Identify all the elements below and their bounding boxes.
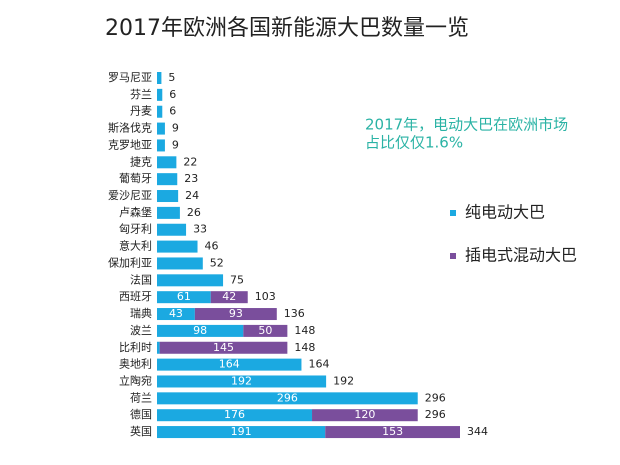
category-label: 葡萄牙: [119, 172, 152, 185]
category-label: 西班牙: [119, 290, 152, 303]
value-label: 61: [177, 290, 191, 303]
bar-segment: [157, 409, 313, 422]
bar-segment: [157, 274, 224, 287]
category-label: 立陶宛: [119, 373, 152, 387]
bar-segment: [157, 240, 198, 253]
category-label: 保加利亚: [108, 255, 152, 269]
bar-segment: [157, 426, 326, 439]
total-label: 192: [333, 374, 354, 387]
category-label: 荷兰: [130, 391, 152, 404]
legend-label: 插电式混动大巴: [465, 246, 577, 265]
bar-segment: [157, 72, 162, 84]
category-label: 波兰: [130, 324, 152, 337]
bar-segment: [157, 358, 302, 371]
bar-segment: [157, 206, 180, 219]
value-label: 43: [169, 307, 183, 320]
value-label: 42: [222, 290, 236, 303]
total-label: 23: [184, 172, 198, 185]
bar-segment: [159, 341, 288, 354]
value-label: 120: [354, 408, 375, 421]
bar-segment: [194, 308, 277, 321]
total-label: 75: [230, 273, 244, 286]
total-label: 296: [425, 391, 446, 404]
legend-marker: [450, 210, 456, 216]
value-label: 176: [224, 408, 245, 421]
category-label: 克罗地亚: [108, 138, 152, 151]
bar-segment: [157, 375, 327, 388]
total-label: 26: [187, 206, 201, 219]
category-label: 法国: [130, 272, 152, 286]
value-label: 164: [219, 358, 240, 371]
total-label: 5: [168, 71, 175, 84]
bar-segment: [157, 257, 203, 270]
category-label: 比利时: [119, 341, 152, 354]
category-label: 芬兰: [130, 88, 152, 101]
bar-segment: [157, 173, 178, 186]
total-label: 46: [205, 240, 219, 253]
category-label: 瑞典: [130, 306, 152, 320]
total-label: 6: [169, 88, 176, 101]
value-label: 296: [277, 391, 298, 404]
total-label: 344: [467, 425, 488, 438]
bar-segment: [157, 324, 244, 337]
annotation: 占比仅仅1.6%: [365, 134, 463, 152]
bar-segment: [157, 308, 195, 321]
total-label: 296: [425, 408, 446, 421]
bar-segment: [157, 139, 165, 152]
bar-segment: [157, 341, 160, 354]
bar-segment: [157, 88, 163, 101]
category-label: 斯洛伐克: [108, 121, 152, 135]
total-label: 24: [185, 189, 199, 202]
category-label: 卢森堡: [119, 205, 152, 219]
category-label: 英国: [130, 424, 152, 438]
bar-segment: [157, 223, 187, 236]
category-label: 罗马尼亚: [108, 71, 152, 84]
bar-segment: [243, 324, 288, 337]
value-label: 191: [231, 425, 252, 438]
value-label: 145: [213, 341, 234, 354]
value-label: 192: [231, 374, 252, 387]
category-label: 丹麦: [130, 105, 152, 118]
category-label: 爱沙尼亚: [108, 189, 152, 202]
total-label: 9: [172, 122, 179, 135]
legend-marker: [450, 253, 456, 259]
total-label: 148: [294, 341, 315, 354]
total-label: 33: [193, 223, 207, 236]
total-label: 22: [183, 155, 197, 168]
total-label: 6: [169, 105, 176, 118]
bar-segment: [210, 291, 248, 304]
bar-segment: [157, 105, 163, 118]
bar-segment: [157, 392, 418, 405]
value-label: 98: [193, 324, 207, 337]
category-label: 奥地利: [119, 357, 152, 371]
chart-title: 2017年欧洲各国新能源大巴数量一览: [105, 16, 469, 41]
category-label: 捷克: [130, 154, 152, 168]
total-label: 9: [172, 138, 179, 151]
bar-segment: [157, 122, 165, 135]
bar-segment: [157, 190, 179, 203]
value-label: 93: [229, 307, 243, 320]
total-label: 148: [294, 324, 315, 337]
category-label: 意大利: [119, 239, 152, 253]
bar-segment: [157, 291, 211, 304]
value-label: 153: [382, 425, 403, 438]
category-label: 匈牙利: [119, 222, 152, 236]
bar-segment: [325, 426, 460, 439]
total-label: 164: [308, 358, 329, 371]
total-label: 136: [284, 307, 305, 320]
total-label: 103: [255, 290, 276, 303]
legend-label: 纯电动大巴: [465, 203, 545, 222]
annotation: 2017年，电动大巴在欧洲市场: [365, 116, 568, 134]
bar-segment: [157, 156, 177, 169]
value-label: 50: [258, 324, 272, 337]
bar-segment: [312, 409, 418, 422]
category-label: 德国: [130, 407, 152, 421]
total-label: 52: [210, 256, 224, 269]
